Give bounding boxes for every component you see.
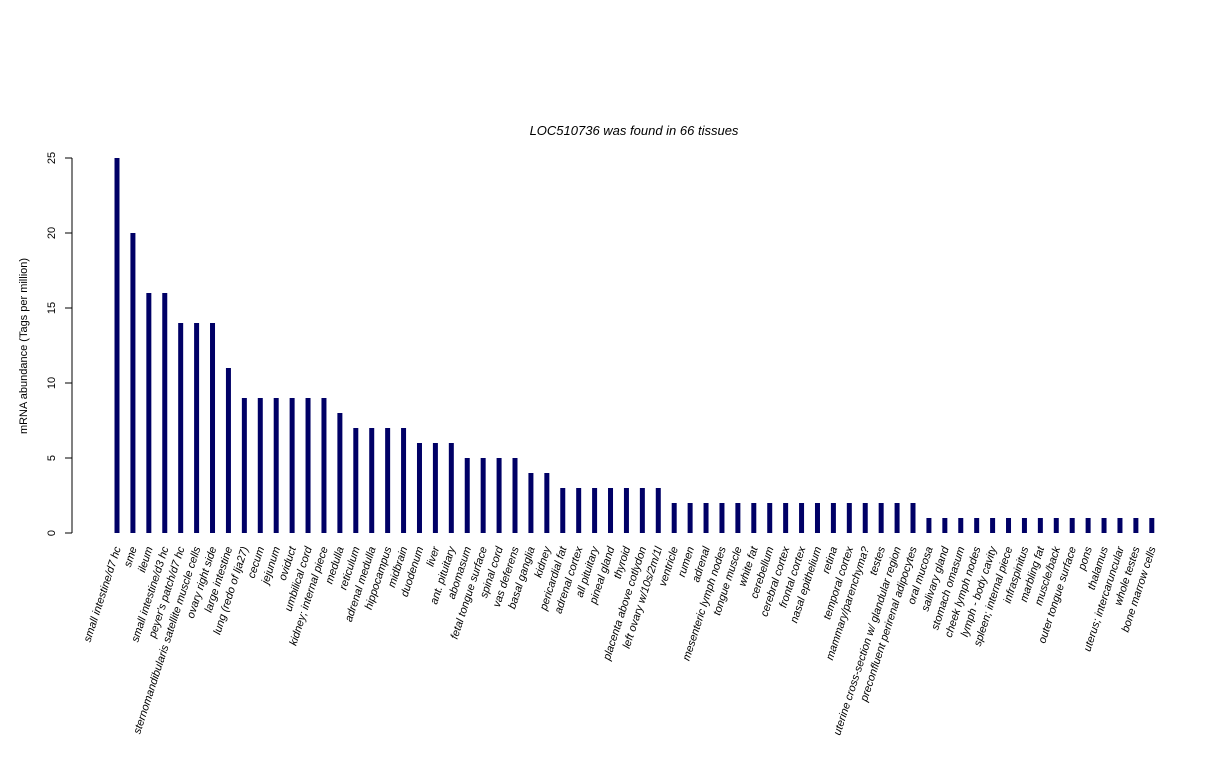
bar-62 (1101, 518, 1107, 533)
bar-46 (846, 503, 852, 533)
y-tick-label: 15 (46, 302, 58, 314)
bar-7 (225, 368, 231, 533)
bar-59 (1053, 518, 1059, 533)
bar-37 (703, 503, 709, 533)
bar-49 (894, 503, 900, 533)
bar-26 (528, 473, 534, 533)
bar-27 (544, 473, 550, 533)
bar-55 (990, 518, 996, 533)
bar-2 (146, 293, 152, 533)
bar-29 (576, 488, 582, 533)
bar-10 (273, 398, 279, 533)
y-tick-label: 10 (46, 377, 58, 389)
bar-61 (1085, 518, 1091, 533)
bar-54 (974, 518, 980, 533)
bar-11 (289, 398, 295, 533)
bar-14 (337, 413, 343, 533)
bar-21 (448, 443, 454, 533)
bar-56 (1006, 518, 1012, 533)
bar-3 (162, 293, 168, 533)
bar-8 (241, 398, 247, 533)
bar-52 (942, 518, 948, 533)
bar-31 (608, 488, 614, 533)
bar-25 (512, 458, 518, 533)
bar-6 (210, 323, 216, 533)
bar-44 (814, 503, 820, 533)
bar-30 (592, 488, 598, 533)
bar-63 (1117, 518, 1123, 533)
bar-38 (719, 503, 725, 533)
bar-45 (830, 503, 836, 533)
bar-65 (1149, 518, 1155, 533)
bar-51 (926, 518, 932, 533)
bar-28 (560, 488, 566, 533)
bar-13 (321, 398, 327, 533)
y-tick-label: 25 (46, 152, 58, 164)
bars-group (114, 158, 1155, 533)
bar-36 (687, 503, 693, 533)
bar-15 (353, 428, 359, 533)
bar-1 (130, 233, 136, 533)
y-tick-label: 20 (46, 227, 58, 239)
bar-19 (416, 443, 422, 533)
bar-42 (783, 503, 789, 533)
chart-title: LOC510736 was found in 66 tissues (530, 123, 739, 138)
bar-18 (401, 428, 407, 533)
bar-9 (257, 398, 263, 533)
y-tick-label: 0 (46, 530, 58, 536)
bar-32 (623, 488, 629, 533)
bar-57 (1021, 518, 1027, 533)
y-axis-label: mRNA abundance (Tags per million) (18, 258, 30, 434)
bar-43 (799, 503, 805, 533)
bar-4 (178, 323, 184, 533)
bar-58 (1037, 518, 1043, 533)
bar-12 (305, 398, 311, 533)
bar-41 (767, 503, 773, 533)
bar-35 (671, 503, 677, 533)
bar-60 (1069, 518, 1075, 533)
bar-34 (655, 488, 661, 533)
bar-48 (878, 503, 884, 533)
bar-47 (862, 503, 868, 533)
y-axis: 0 5 10 15 20 25 (46, 152, 73, 536)
y-tick-label: 5 (46, 455, 58, 461)
bar-0 (114, 158, 120, 533)
x-tick-label: small intestine/d7 hc (82, 545, 124, 644)
bar-22 (464, 458, 470, 533)
bar-39 (735, 503, 741, 533)
bar-16 (369, 428, 375, 533)
bar-40 (751, 503, 757, 533)
bar-17 (385, 428, 391, 533)
bar-23 (480, 458, 486, 533)
bar-20 (432, 443, 438, 533)
bar-24 (496, 458, 502, 533)
bar-64 (1133, 518, 1139, 533)
bar-50 (910, 503, 916, 533)
bar-5 (194, 323, 200, 533)
bar-53 (958, 518, 964, 533)
bar-33 (639, 488, 645, 533)
